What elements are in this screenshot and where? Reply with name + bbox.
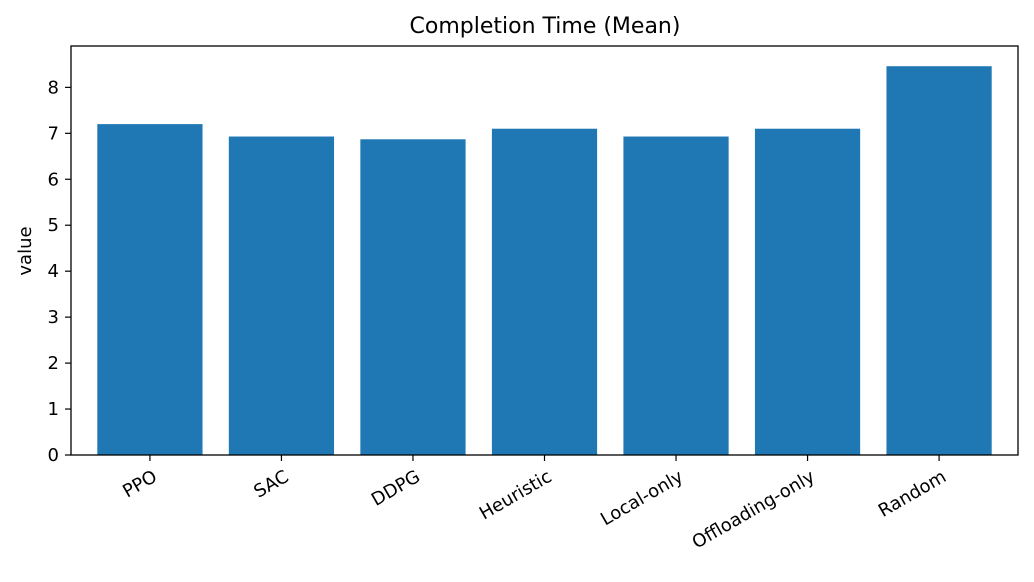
x-tick-label: Heuristic xyxy=(476,466,556,524)
y-tick-label: 2 xyxy=(48,353,59,374)
y-tick-label: 4 xyxy=(48,261,59,282)
x-tick-label: PPO xyxy=(119,466,161,502)
bar-ddpg xyxy=(360,139,466,456)
y-tick-label: 3 xyxy=(48,307,59,328)
bar-offloading-only xyxy=(754,128,861,455)
x-tick-label: Offloading-only xyxy=(689,466,819,553)
x-tick-label: DDPG xyxy=(368,466,424,510)
y-tick-label: 6 xyxy=(48,169,59,190)
y-tick-label: 1 xyxy=(48,399,59,420)
y-tick-label: 0 xyxy=(48,445,59,466)
y-tick-label: 5 xyxy=(48,215,59,236)
chart-title: Completion Time (Mean) xyxy=(410,14,681,39)
y-axis-label: value xyxy=(15,226,36,275)
bar-heuristic xyxy=(491,128,598,455)
y-tick-label: 7 xyxy=(48,123,59,144)
y-tick-label: 8 xyxy=(48,77,59,98)
bar-random xyxy=(886,66,992,455)
x-tick-label: Random xyxy=(875,466,950,521)
plot-area-frame xyxy=(70,45,1019,456)
x-tick-label: Local-only xyxy=(597,466,687,530)
bar-local-only xyxy=(623,136,729,455)
bars-group xyxy=(97,66,992,456)
x-axis-ticks: PPO SAC DDPG Heuristic Local-only Offloading-… xyxy=(119,455,950,553)
x-tick-label: SAC xyxy=(250,466,292,502)
bar-ppo xyxy=(97,124,203,456)
bar-sac xyxy=(228,136,335,455)
y-axis-ticks: 0 1 2 3 4 5 6 7 8 xyxy=(48,77,71,466)
